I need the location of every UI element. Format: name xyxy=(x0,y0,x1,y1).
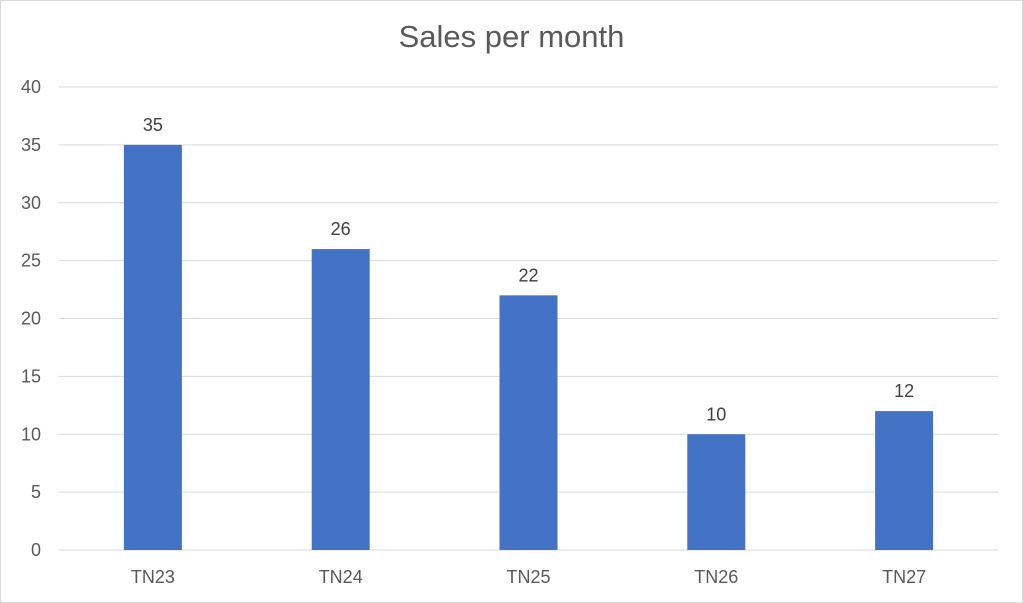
y-tick-label: 25 xyxy=(21,251,41,271)
y-tick-label: 35 xyxy=(21,135,41,155)
y-tick-label: 20 xyxy=(21,309,41,329)
y-tick-label: 15 xyxy=(21,366,41,386)
chart-title: Sales per month xyxy=(398,19,625,54)
bars xyxy=(123,144,934,551)
data-label: 22 xyxy=(518,265,538,285)
bar-tn26 xyxy=(687,434,746,550)
data-label: 12 xyxy=(894,381,914,401)
x-axis-tick-labels: TN23 TN24 TN25 TN26 TN27 xyxy=(131,567,926,587)
bar-tn27 xyxy=(875,411,934,550)
bar-tn24 xyxy=(311,249,370,551)
x-tick-label: TN26 xyxy=(694,567,738,587)
data-label: 35 xyxy=(143,115,163,135)
y-tick-label: 5 xyxy=(31,482,41,502)
bar-tn25 xyxy=(499,295,558,550)
x-tick-label: TN27 xyxy=(882,567,926,587)
y-tick-label: 40 xyxy=(21,77,41,97)
y-tick-label: 10 xyxy=(21,424,41,444)
data-label: 26 xyxy=(331,219,351,239)
x-tick-label: TN25 xyxy=(506,567,550,587)
x-tick-label: TN24 xyxy=(319,567,363,587)
y-tick-label: 30 xyxy=(21,193,41,213)
y-tick-label: 0 xyxy=(31,540,41,560)
y-axis-tick-labels: 0 5 10 15 20 25 30 35 40 xyxy=(21,77,41,560)
data-label: 10 xyxy=(706,404,726,424)
bar-tn23 xyxy=(123,144,182,550)
data-labels: 35 26 22 10 12 xyxy=(143,115,914,424)
x-tick-label: TN23 xyxy=(131,567,175,587)
